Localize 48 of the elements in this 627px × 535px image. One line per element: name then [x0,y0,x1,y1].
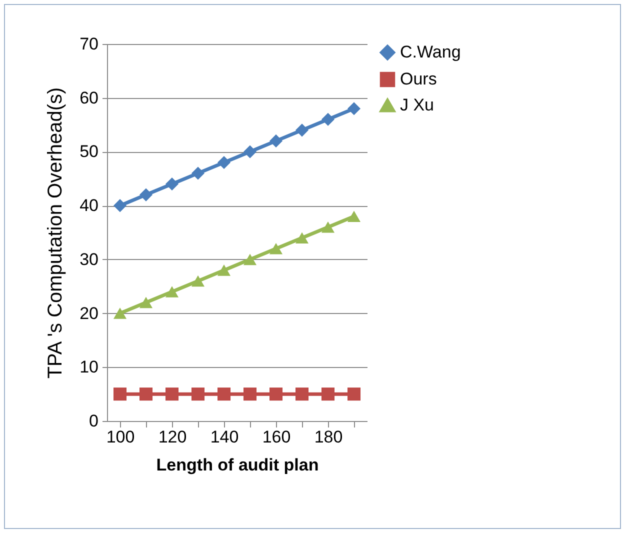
point [191,275,205,287]
y-tick-label: 30 [80,250,98,269]
point [139,388,153,401]
point [321,112,335,126]
point [113,388,127,401]
x-tick-label: 100 [106,428,135,446]
point [243,388,257,401]
point [295,388,309,401]
point [165,178,179,191]
y-tick-label: 50 [80,142,98,162]
point [269,243,283,254]
y-tick-label: 10 [80,358,98,377]
legend-label: J Xu [400,96,434,114]
point [113,199,127,212]
point [217,156,231,170]
y-tick-label: 70 [80,34,98,54]
y-tick-label: 40 [80,196,98,216]
point [217,264,231,276]
point [295,124,309,137]
point [165,388,179,401]
y-tick-label: 20 [80,304,98,323]
legend-label: Ours [400,70,437,88]
point [347,102,361,116]
legend-label: C.Wang [400,42,461,62]
point [321,221,335,233]
point [269,134,283,148]
point [217,388,231,401]
x-tick-label: 120 [158,428,187,446]
point [243,145,257,158]
point [243,254,257,266]
y-axis-title: TPA 's Computation Overhead(s) [44,87,67,379]
x-tick-label: 180 [314,428,343,446]
point [269,388,283,401]
point [321,388,335,401]
point [347,388,361,401]
point [191,166,205,180]
point [191,388,205,401]
point [347,210,361,222]
point [295,232,309,244]
x-axis-title: Length of audit plan [156,456,319,474]
point [139,296,153,308]
x-tick-label: 140 [210,428,239,446]
point [113,308,127,319]
point [165,286,179,298]
point [139,188,153,202]
y-tick-label: 0 [89,412,98,430]
x-tick-label: 160 [262,428,291,446]
y-tick-label: 60 [80,88,98,108]
